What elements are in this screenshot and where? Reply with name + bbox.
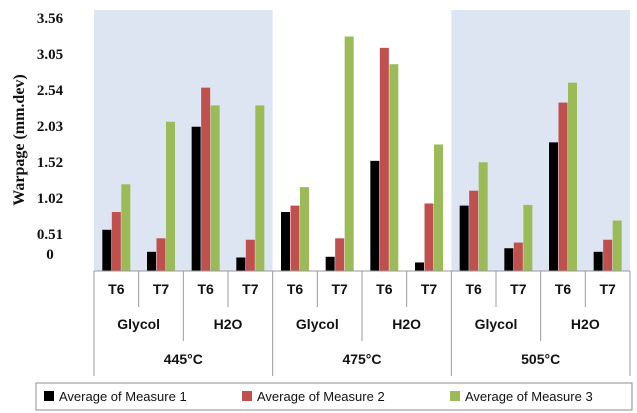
- bar-3-9: [478, 162, 488, 271]
- legend-swatch-2: [242, 391, 252, 401]
- bar-1-9: [459, 205, 469, 271]
- legend-label-1: Average of Measure 1: [59, 389, 187, 404]
- y-axis-label: Warpage (mm.dev): [11, 74, 28, 206]
- bar-1-11: [549, 142, 558, 271]
- temperature-label: 505°C: [521, 351, 560, 367]
- temper-label: T6: [197, 281, 214, 297]
- bar-2-4: [245, 239, 255, 271]
- temper-label: T7: [510, 281, 527, 297]
- legend-swatch-3: [450, 391, 460, 401]
- bar-2-2: [156, 238, 166, 271]
- bar-1-10: [504, 248, 514, 271]
- medium-label: Glycol: [475, 316, 518, 332]
- temperature-band-backgrounds: [94, 10, 630, 271]
- bar-2-12: [603, 239, 613, 271]
- temper-label: T6: [376, 281, 393, 297]
- bar-2-5: [290, 205, 300, 271]
- y-axis: 3.56 3.05 2.54 2.03 1.52 1.02 0.51 0: [37, 11, 64, 263]
- bar-3-7: [389, 64, 399, 271]
- bar-2-3: [201, 87, 211, 272]
- temper-label: T7: [331, 281, 348, 297]
- bar-3-12: [612, 220, 622, 271]
- legend-label-2: Average of Measure 2: [257, 389, 385, 404]
- temper-label: T7: [599, 281, 616, 297]
- y-tick-label: 0.51: [37, 227, 63, 243]
- bar-3-5: [300, 187, 309, 271]
- y-tick-label: 1.02: [37, 191, 63, 207]
- temper-label: T7: [153, 281, 170, 297]
- medium-label: H2O: [392, 316, 421, 332]
- bar-3-3: [210, 105, 220, 271]
- temper-label: T6: [108, 281, 125, 297]
- bar-1-1: [102, 229, 112, 271]
- bar-3-8: [434, 144, 443, 271]
- bar-1-12: [593, 251, 603, 271]
- bar-2-1: [111, 212, 121, 271]
- bar-2-7: [379, 47, 389, 272]
- y-tick-label: 3.56: [37, 11, 64, 27]
- bar-3-6: [344, 36, 354, 272]
- bar-1-8: [415, 262, 424, 271]
- x-axis-category-table: T6 T7 T6 T7 T6 T7 T6 T7 T6 T7 T6 T7 Glycol H2O Glycol H…: [93, 270, 631, 376]
- bar-1-2: [147, 251, 156, 271]
- bar-2-10: [513, 242, 523, 271]
- legend-swatch-1: [44, 391, 54, 401]
- temper-label: T7: [242, 281, 259, 297]
- bar-1-3: [191, 126, 201, 271]
- bar-3-1: [121, 184, 131, 271]
- temper-label: T6: [555, 281, 572, 297]
- bar-3-2: [166, 121, 175, 272]
- legend-label-3: Average of Measure 3: [465, 389, 593, 404]
- bar-2-11: [558, 102, 568, 271]
- medium-label: Glycol: [296, 316, 339, 332]
- temper-label: T7: [421, 281, 438, 297]
- temperature-label: 475°C: [342, 351, 381, 367]
- bars: [102, 36, 622, 272]
- y-tick-label: 2.54: [37, 83, 64, 99]
- bar-3-11: [568, 82, 577, 271]
- bar-1-6: [325, 256, 335, 271]
- legend-box: [35, 382, 633, 411]
- y-tick-label: 2.03: [37, 119, 63, 135]
- bar-2-6: [335, 238, 345, 271]
- y-tick-label: 0: [46, 247, 54, 263]
- medium-label: H2O: [571, 316, 600, 332]
- bar-3-4: [255, 105, 265, 271]
- medium-label: Glycol: [117, 316, 160, 332]
- legend: Average of Measure 1 Average of Measure 2…: [35, 382, 633, 411]
- bar-1-5: [281, 212, 290, 271]
- bar-3-10: [523, 204, 533, 271]
- bar-2-9: [469, 190, 479, 271]
- y-tick-label: 1.52: [37, 155, 63, 171]
- temper-label: T6: [465, 281, 482, 297]
- medium-label: H2O: [214, 316, 243, 332]
- temperature-label: 445°C: [164, 351, 203, 367]
- bar-2-8: [424, 203, 434, 271]
- y-tick-label: 3.05: [37, 47, 63, 63]
- bar-1-7: [370, 160, 380, 271]
- bar-1-4: [236, 257, 246, 271]
- temper-label: T6: [287, 281, 304, 297]
